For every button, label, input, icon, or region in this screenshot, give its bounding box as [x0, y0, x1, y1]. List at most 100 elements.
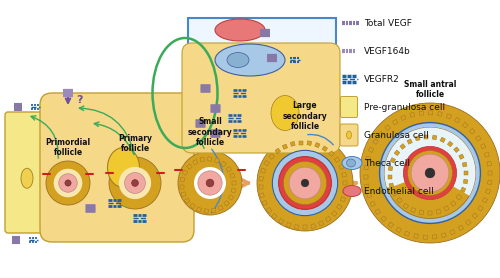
Bar	[364, 175, 368, 179]
Bar	[423, 235, 428, 239]
Bar	[396, 197, 402, 203]
Bar	[264, 160, 270, 166]
Bar	[388, 175, 392, 179]
Bar	[303, 225, 307, 229]
Circle shape	[178, 151, 242, 215]
Text: Large
secondary
follicle: Large secondary follicle	[282, 101, 328, 131]
Circle shape	[124, 173, 146, 193]
Bar	[375, 209, 380, 214]
Bar	[314, 143, 320, 148]
Circle shape	[404, 147, 456, 200]
Bar	[370, 201, 376, 207]
Bar	[328, 151, 334, 157]
Circle shape	[59, 174, 77, 192]
Bar	[232, 181, 236, 185]
Bar	[400, 144, 406, 149]
Bar	[410, 207, 416, 213]
Bar	[428, 111, 433, 115]
Circle shape	[408, 151, 453, 195]
Bar	[188, 18, 336, 148]
Wedge shape	[384, 128, 476, 196]
Bar	[460, 187, 466, 192]
Bar	[326, 216, 331, 222]
Bar	[336, 204, 342, 210]
Circle shape	[132, 180, 138, 186]
Bar	[200, 157, 204, 162]
Bar	[311, 224, 316, 229]
Bar	[208, 157, 212, 161]
Bar	[388, 166, 393, 171]
Bar	[466, 220, 471, 225]
Bar	[410, 112, 414, 117]
Bar	[342, 189, 347, 194]
Bar	[470, 128, 475, 134]
Bar	[424, 135, 428, 139]
Bar	[478, 206, 484, 211]
Bar	[448, 141, 453, 147]
Bar	[450, 230, 455, 235]
Bar	[482, 197, 488, 203]
Circle shape	[301, 179, 309, 187]
Ellipse shape	[342, 157, 362, 170]
Text: Total VEGF: Total VEGF	[364, 19, 412, 28]
Circle shape	[380, 123, 480, 224]
FancyBboxPatch shape	[340, 124, 358, 146]
Bar	[260, 193, 264, 198]
Bar	[464, 171, 468, 175]
Circle shape	[278, 157, 332, 209]
Bar	[488, 171, 492, 175]
Bar	[388, 222, 394, 228]
Bar	[204, 209, 208, 213]
Text: Small antral
follicle: Small antral follicle	[404, 80, 456, 99]
Bar	[454, 147, 460, 153]
Text: Small
secondary
follicle: Small secondary follicle	[188, 117, 232, 147]
Circle shape	[404, 147, 456, 200]
Circle shape	[272, 150, 338, 216]
Bar	[226, 167, 232, 172]
Bar	[438, 111, 442, 116]
Bar	[334, 157, 340, 163]
Bar	[419, 111, 424, 115]
Circle shape	[272, 150, 338, 216]
Bar	[180, 177, 185, 182]
Ellipse shape	[271, 96, 299, 130]
FancyBboxPatch shape	[340, 96, 357, 118]
FancyBboxPatch shape	[5, 112, 49, 233]
Bar	[258, 185, 262, 189]
Bar	[389, 183, 394, 188]
Bar	[403, 203, 408, 209]
Bar	[318, 221, 324, 226]
Circle shape	[206, 179, 214, 187]
Bar	[266, 207, 272, 213]
Bar	[344, 181, 347, 185]
Bar	[392, 191, 398, 196]
Ellipse shape	[215, 19, 265, 41]
Bar	[390, 158, 396, 163]
Ellipse shape	[108, 148, 140, 187]
Ellipse shape	[346, 131, 352, 139]
Bar	[432, 235, 437, 239]
Bar	[340, 197, 345, 202]
Bar	[462, 122, 468, 128]
Bar	[294, 225, 299, 229]
Text: VEGFR2: VEGFR2	[364, 75, 400, 83]
Bar	[338, 164, 344, 170]
FancyBboxPatch shape	[182, 43, 340, 153]
Bar	[212, 208, 216, 213]
Bar	[214, 158, 220, 163]
Bar	[228, 195, 234, 200]
Bar	[394, 150, 400, 156]
Bar	[392, 120, 398, 125]
Bar	[366, 156, 370, 161]
Bar	[182, 170, 188, 175]
Bar	[220, 161, 226, 167]
Ellipse shape	[215, 44, 285, 76]
Circle shape	[360, 103, 500, 243]
Ellipse shape	[346, 159, 356, 167]
Bar	[184, 198, 190, 203]
Circle shape	[425, 168, 435, 178]
Text: Primordial
follicle: Primordial follicle	[46, 138, 90, 157]
Bar	[190, 203, 196, 209]
Ellipse shape	[227, 53, 249, 68]
Bar	[456, 194, 462, 200]
